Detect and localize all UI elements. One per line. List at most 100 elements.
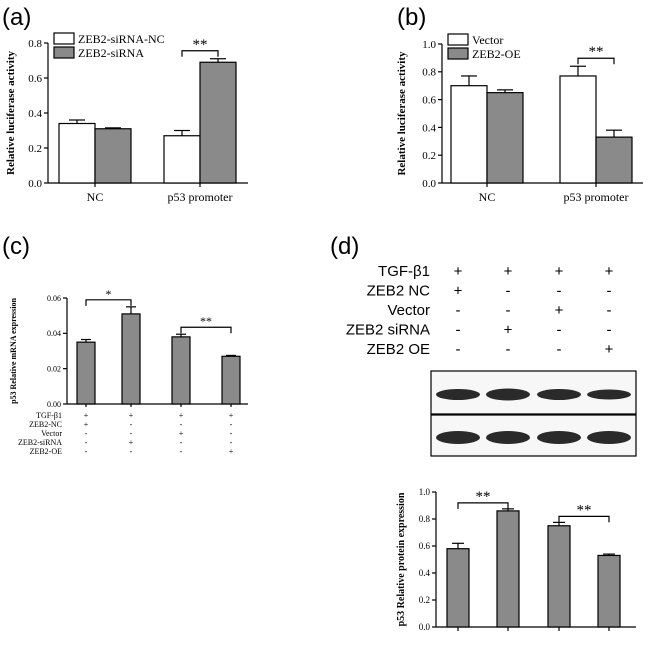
- panel-c-condition-mark: -: [230, 429, 233, 438]
- panel-c-bar: [76, 341, 96, 405]
- panel-d-bar: [446, 548, 470, 628]
- panel-d-blot-band: [436, 389, 480, 400]
- panel-d-condition-mark: +: [555, 263, 564, 280]
- panel-a-significance-label: **: [193, 37, 208, 53]
- panel-d-significance-label: **: [476, 489, 491, 505]
- panel-c-condition-mark: +: [129, 411, 134, 420]
- panel-c-condition-mark: -: [85, 447, 88, 456]
- panel-c-bar: [171, 336, 191, 405]
- panel-b-y-tick-label: 0.4: [422, 122, 436, 134]
- panel-b-legend-label: Vector: [472, 33, 503, 47]
- panel-d-condition-mark: -: [456, 322, 461, 339]
- panel-d-blot-band: [587, 431, 631, 444]
- panel-b-y-tick-label: 0.6: [422, 94, 436, 106]
- panel-d-significance-label: **: [577, 502, 592, 518]
- panel-c-condition-label: ZEB2-siRNA: [18, 438, 62, 447]
- panel-d-condition-mark: -: [607, 322, 612, 339]
- panel-d-significance-bracket: [457, 502, 509, 509]
- panel-d-condition-label: ZEB2 siRNA: [346, 322, 430, 339]
- panel-a-y-axis-label: Relative luciferase activity: [5, 51, 17, 176]
- panel-a-legend-label: ZEB2-siRNA: [78, 46, 144, 60]
- panel-d-condition-mark: -: [607, 302, 612, 319]
- panel-a-bar: [58, 122, 96, 184]
- panel-d-condition-mark: -: [607, 283, 612, 300]
- panel-c-condition-mark: -: [85, 429, 88, 438]
- panel-d-condition-mark: -: [456, 302, 461, 319]
- panel-c-significance-bracket: [85, 299, 132, 306]
- panel-c-y-tick-label: 0.00: [47, 400, 61, 409]
- panel-d-bar: [597, 554, 621, 628]
- panel-d-condition-mark: +: [605, 263, 614, 280]
- panel-c-condition-mark: +: [84, 411, 89, 420]
- panel-b-bar: [450, 85, 488, 184]
- chart-panel-d: TGF-β1 + + + + ZEB2 NC + - - - Vector - - + - ZEB2 siRN…: [346, 263, 637, 632]
- panel-c-condition-mark: -: [230, 438, 233, 447]
- panel-d-y-tick-label: 0.2: [419, 595, 430, 605]
- panel-b-significance-bracket: [577, 57, 615, 65]
- panel-b-y-tick-label: 0.2: [422, 150, 436, 162]
- panel-c-condition-mark: -: [85, 438, 88, 447]
- panel-d-blot-band: [436, 431, 480, 444]
- panel-a-significance-bracket: [181, 50, 219, 57]
- panel-c-condition-mark: -: [230, 420, 233, 429]
- panel-d-condition-mark: -: [456, 341, 461, 358]
- panel-c-condition-label: Vector: [41, 429, 62, 438]
- panel-c-condition-mark: +: [229, 447, 234, 456]
- panel-b-bar: [486, 92, 524, 184]
- panel-d-y-tick-label: 0.4: [419, 568, 431, 578]
- panel-a-legend-swatch: [53, 32, 75, 45]
- panel-a-legend-swatch: [53, 46, 75, 59]
- panel-letter-d: (d): [330, 233, 359, 260]
- panel-b-y-tick-label: 0.8: [422, 67, 436, 79]
- panel-c-condition-label: TGF-β1: [36, 411, 62, 420]
- panel-b-y-axis-label: Relative luciferase activity: [396, 51, 408, 176]
- panel-d-condition-mark: -: [506, 283, 511, 300]
- panel-d-condition-label: TGF-β1: [378, 263, 430, 280]
- panel-b-significance-label: **: [589, 44, 604, 60]
- panel-d-bar: [547, 525, 571, 628]
- panel-c-condition-mark: -: [180, 420, 183, 429]
- panel-d-condition-mark: +: [504, 263, 513, 280]
- panel-letter-b: (b): [397, 4, 426, 31]
- panel-c-condition-mark: +: [84, 420, 89, 429]
- panel-c-condition-mark: +: [129, 438, 134, 447]
- panel-d-condition-mark: -: [506, 302, 511, 319]
- panel-a-y-tick-label: 0.4: [28, 108, 42, 120]
- panel-a-bar: [163, 135, 201, 184]
- panel-c-y-tick-label: 0.04: [47, 329, 61, 338]
- panel-a-legend-label: ZEB2-siRNA-NC: [78, 32, 165, 46]
- chart-panel-a: 0.0 0.2 0.4 0.6 0.8 Relative luciferase activ…: [5, 32, 248, 204]
- panel-b-y-tick-label: 1.0: [422, 39, 436, 51]
- panel-c-condition-mark: -: [180, 447, 183, 456]
- panel-c-condition-mark: -: [130, 447, 133, 456]
- panel-d-bar: [496, 510, 520, 628]
- panel-d-blot-band: [486, 431, 530, 444]
- panel-d-condition-mark: -: [557, 283, 562, 300]
- panel-b-bar: [559, 75, 597, 184]
- panel-c-y-tick-label: 0.06: [47, 294, 61, 303]
- panel-d-y-axis-label: p53 Relative protein expression: [396, 492, 407, 626]
- panel-c-condition-mark: +: [179, 429, 184, 438]
- panel-d-y-tick-label: 0.8: [419, 514, 431, 524]
- panel-a-bar: [94, 128, 132, 184]
- panel-c-condition-mark: +: [229, 411, 234, 420]
- panel-d-significance-bracket: [558, 515, 610, 523]
- panel-a-y-tick-label: 0.2: [28, 143, 42, 155]
- panel-a-x-tick-label: NC: [87, 190, 104, 204]
- panel-b-x-tick-label: p53 promoter: [564, 190, 629, 204]
- panel-c-condition-mark: -: [180, 438, 183, 447]
- panel-b-legend-label: ZEB2-OE: [472, 47, 521, 61]
- panel-d-condition-mark: -: [557, 322, 562, 339]
- panel-c-significance-bracket: [180, 326, 232, 334]
- panel-d-blot-band: [486, 388, 530, 401]
- panel-a-bar: [199, 61, 237, 184]
- panel-a-y-tick-label: 0.8: [28, 38, 42, 50]
- panel-d-blot-band: [587, 389, 631, 400]
- panel-d-condition-mark: +: [454, 263, 463, 280]
- panel-d-y-tick-label: 0.0: [419, 622, 431, 632]
- panel-d-condition-label: ZEB2 NC: [367, 283, 431, 300]
- panel-a-y-tick-label: 0.6: [28, 73, 42, 85]
- panel-letter-c: (c): [2, 233, 30, 260]
- panel-d-condition-mark: +: [555, 302, 564, 319]
- panel-c-condition-mark: -: [130, 420, 133, 429]
